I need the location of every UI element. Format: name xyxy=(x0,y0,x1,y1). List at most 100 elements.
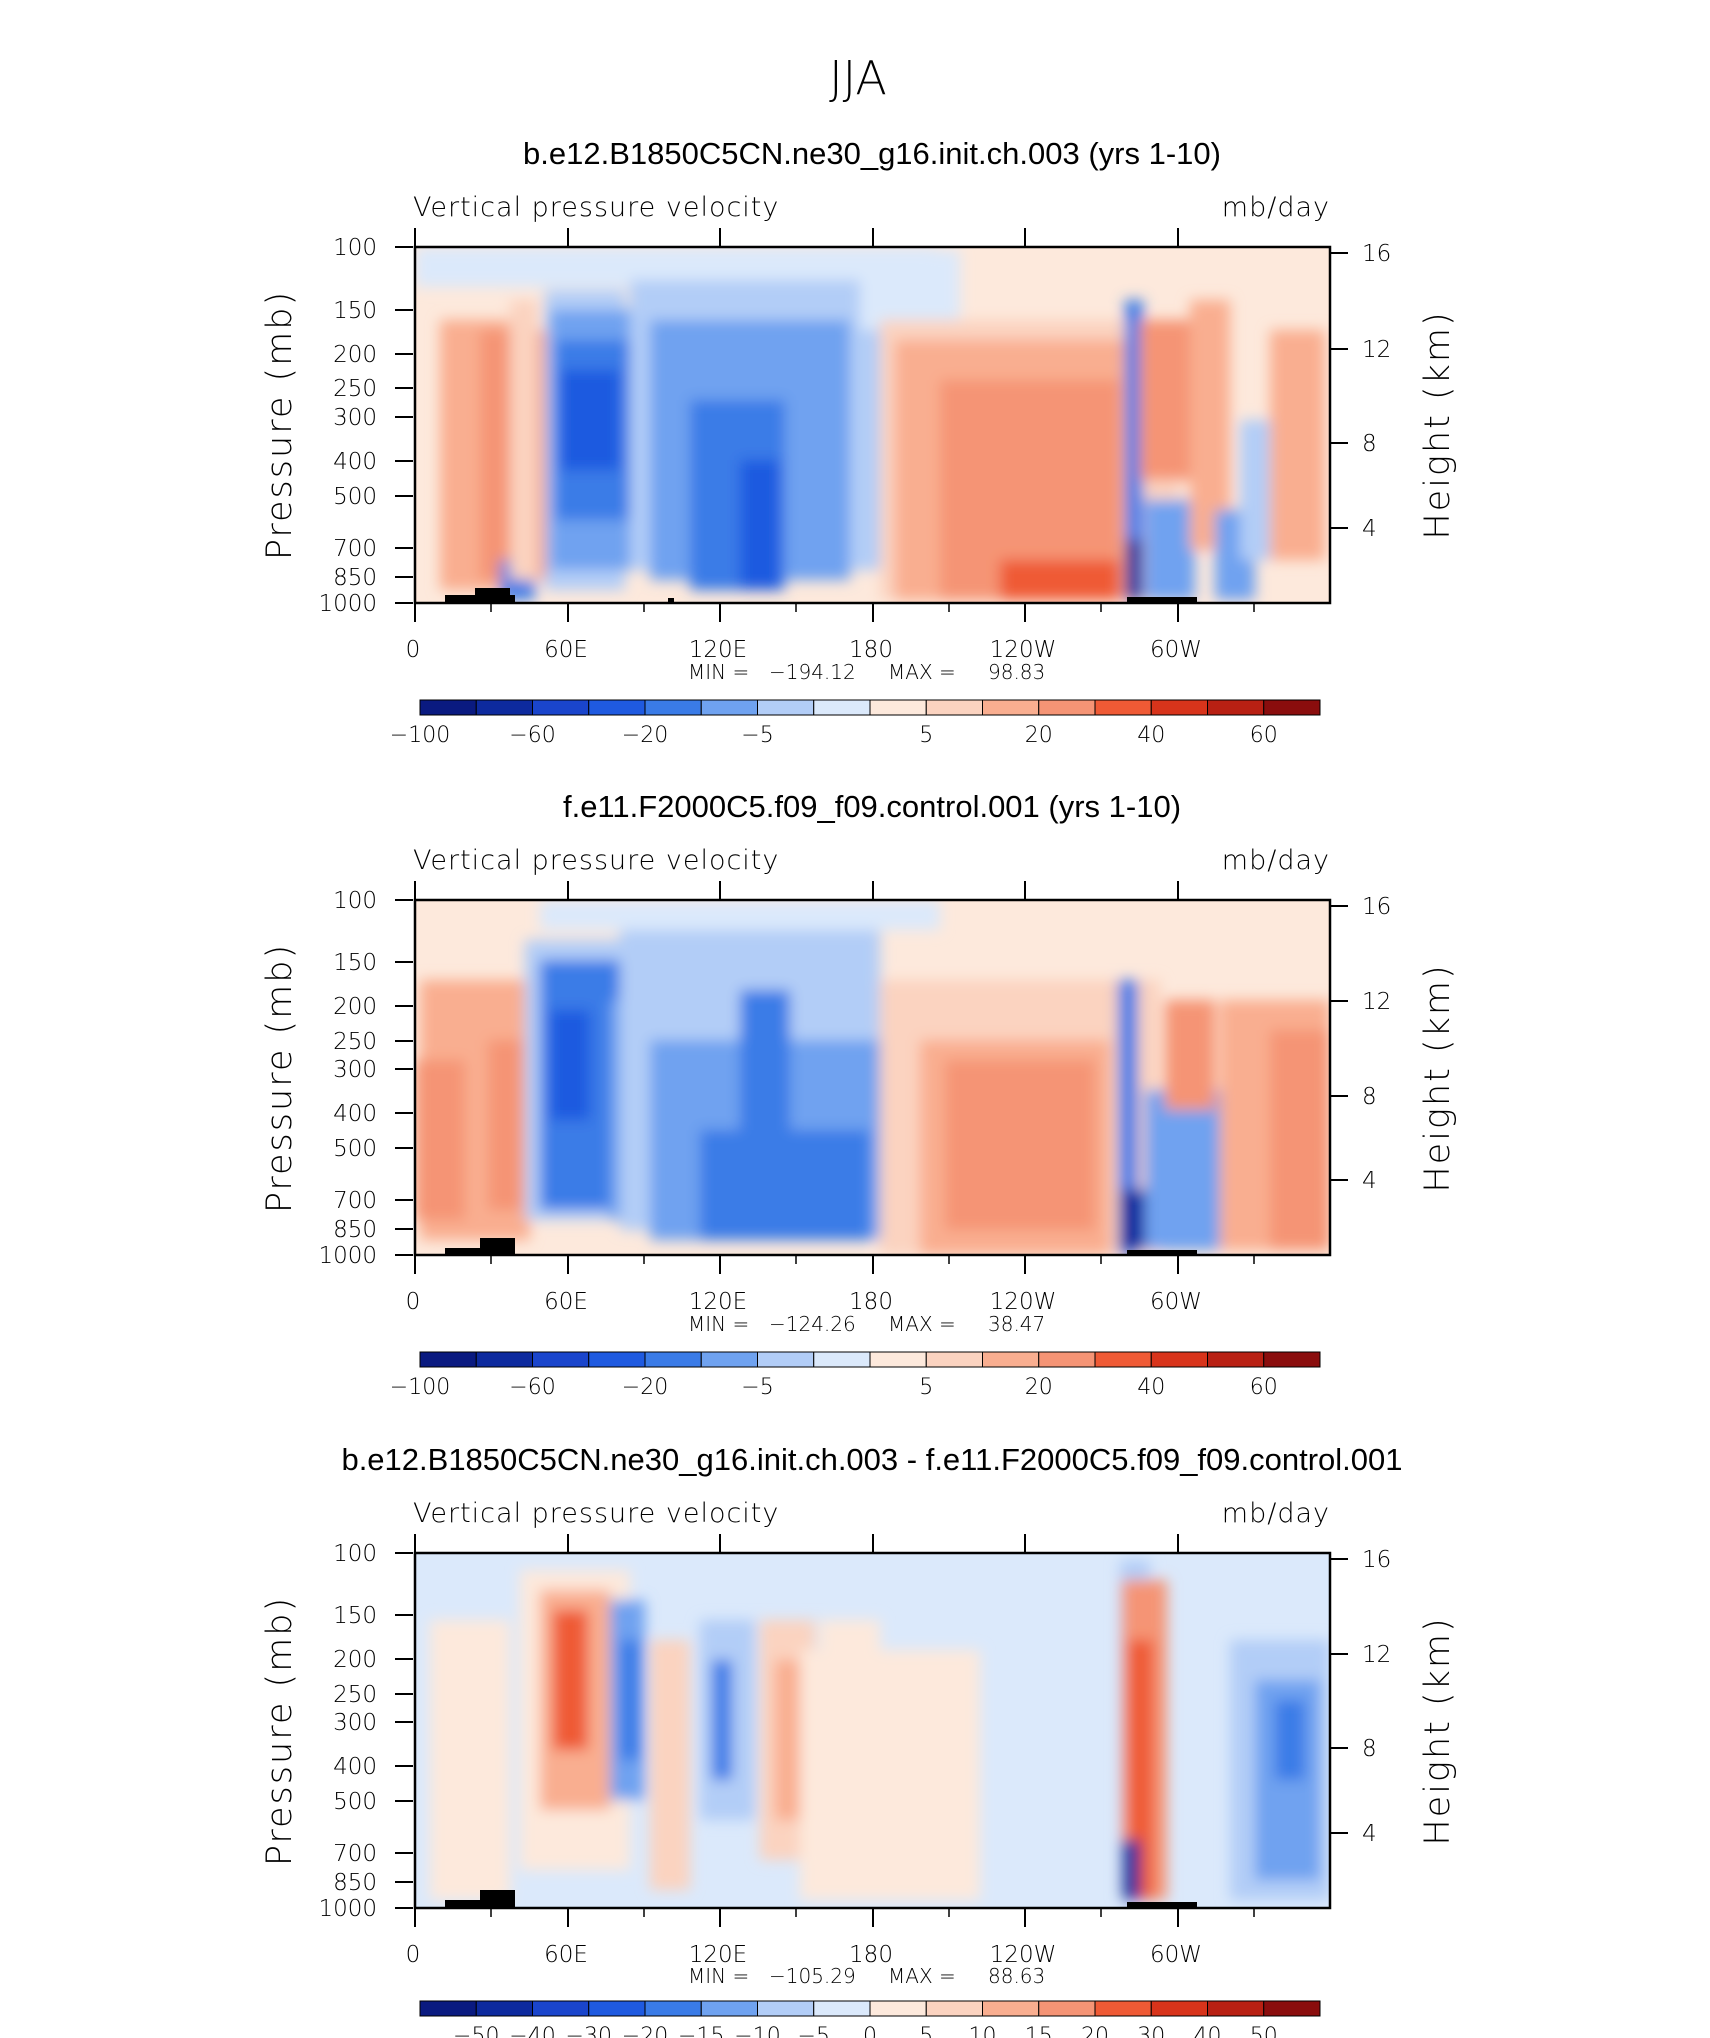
colorbar-box xyxy=(1207,2000,1265,2017)
colorbar-box xyxy=(419,699,477,716)
panel-2-height-ticks: 16 12 8 4 xyxy=(1330,894,1391,1194)
colorbar-label: 5 xyxy=(919,1375,933,1400)
y-tick-label: 700 xyxy=(333,1188,377,1214)
colorbar-label: 60 xyxy=(1250,1375,1278,1400)
y-tick-label: 150 xyxy=(333,950,377,976)
colorbar-box xyxy=(1263,2000,1321,2017)
x-tick-label: 60W xyxy=(1150,637,1202,663)
panel-1-max-label: MAX = xyxy=(888,660,956,684)
colorbar-box xyxy=(1263,1351,1321,1368)
panel-1-y2-axis-label: Height (km) xyxy=(1418,310,1458,539)
colorbar-label: 10 xyxy=(969,2024,997,2038)
x-tick-label: 180 xyxy=(849,1942,893,1968)
x-tick-label: 0 xyxy=(406,637,421,663)
x-tick-label: 120E xyxy=(689,1942,747,1968)
y-tick-label: 850 xyxy=(333,1217,377,1243)
x-tick-label: 60W xyxy=(1150,1942,1202,1968)
height-tick-label: 4 xyxy=(1362,516,1377,542)
panel-2-variable: Vertical pressure velocity xyxy=(413,845,779,876)
colorbar-box xyxy=(1094,2000,1152,2017)
colorbar-box xyxy=(700,2000,758,2017)
colorbar-box xyxy=(1094,1351,1152,1368)
height-tick-label: 16 xyxy=(1362,894,1391,920)
colorbar-label: −60 xyxy=(509,1375,555,1400)
y-tick-label: 1000 xyxy=(318,1896,377,1922)
figure-title: JJA xyxy=(829,51,887,105)
colorbar-box xyxy=(588,2000,646,2017)
panel-2-field xyxy=(415,900,1330,1255)
y-tick-label: 150 xyxy=(333,1603,377,1629)
y-tick-label: 850 xyxy=(333,1870,377,1896)
colorbar-label: −20 xyxy=(622,723,668,748)
panel-1-y-axis-label: Pressure (mb) xyxy=(260,290,300,560)
panel-2-min-value: −124.26 xyxy=(769,1312,856,1336)
colorbar-box xyxy=(925,699,983,716)
y-tick-label: 700 xyxy=(333,536,377,562)
panel-3-x-ticks: 0 60E 120E 180 120W 60W xyxy=(406,1534,1255,1968)
panel-3-title: b.e12.B1850C5CN.ne30_g16.init.ch.003 - f… xyxy=(341,1442,1402,1477)
panel-1-min-value: −194.12 xyxy=(769,660,856,684)
height-tick-label: 8 xyxy=(1362,1084,1377,1110)
colorbar-label: −20 xyxy=(622,2024,668,2038)
panel-2-y-axis-label: Pressure (mb) xyxy=(260,943,300,1213)
x-tick-label: 120W xyxy=(990,637,1057,663)
colorbar-label: −50 xyxy=(453,2024,499,2038)
height-tick-label: 8 xyxy=(1362,1736,1377,1762)
y-tick-label: 200 xyxy=(333,1647,377,1673)
colorbar-label: −100 xyxy=(390,723,450,748)
colorbar-label: 30 xyxy=(1137,2024,1165,2038)
colorbar-box xyxy=(925,2000,983,2017)
colorbar-box xyxy=(588,699,646,716)
colorbar-box xyxy=(869,699,927,716)
panel-3-min-label: MIN = xyxy=(688,1964,749,1988)
y-tick-label: 850 xyxy=(333,565,377,591)
panel-1-units: mb/day xyxy=(1222,192,1330,223)
colorbar-box xyxy=(700,699,758,716)
height-tick-label: 8 xyxy=(1362,431,1377,457)
panel-2-max-value: 38.47 xyxy=(988,1312,1045,1336)
panel-1-title: b.e12.B1850C5CN.ne30_g16.init.ch.003 (yr… xyxy=(523,136,1221,171)
colorbar-box xyxy=(813,699,871,716)
x-tick-label: 0 xyxy=(406,1942,421,1968)
y-tick-label: 1000 xyxy=(318,1243,377,1269)
colorbar-label: 60 xyxy=(1250,723,1278,748)
colorbar-label: 20 xyxy=(1025,1375,1053,1400)
colorbar-box xyxy=(475,1351,533,1368)
colorbar-box xyxy=(1150,699,1208,716)
height-tick-label: 4 xyxy=(1362,1821,1377,1847)
colorbar-box xyxy=(1038,699,1096,716)
panel-2-colorbar: −100 −60 −20 −5 5 20 40 60 xyxy=(390,1351,1321,1400)
y-tick-label: 250 xyxy=(333,1029,377,1055)
y-tick-label: 250 xyxy=(333,1682,377,1708)
y-tick-label: 100 xyxy=(333,1541,377,1567)
panel-2-min-label: MIN = xyxy=(688,1312,749,1336)
colorbar-box xyxy=(532,1351,590,1368)
x-tick-label: 0 xyxy=(406,1289,421,1315)
colorbar-label: 15 xyxy=(1025,2024,1053,2038)
height-tick-label: 16 xyxy=(1362,241,1391,267)
colorbar-box xyxy=(813,1351,871,1368)
y-tick-label: 500 xyxy=(333,484,377,510)
height-tick-label: 12 xyxy=(1362,989,1391,1015)
y-tick-label: 150 xyxy=(333,298,377,324)
colorbar-box xyxy=(1207,699,1265,716)
colorbar-label: 5 xyxy=(919,723,933,748)
colorbar-label: 5 xyxy=(919,2024,933,2038)
colorbar-label: 20 xyxy=(1025,723,1053,748)
colorbar-box xyxy=(757,699,815,716)
panel-1-height-ticks: 16 12 8 4 xyxy=(1330,241,1391,542)
x-tick-label: 120W xyxy=(990,1942,1057,1968)
panel-3: b.e12.B1850C5CN.ne30_g16.init.ch.003 - f… xyxy=(260,1442,1458,2038)
colorbar-label: 40 xyxy=(1194,2024,1222,2038)
colorbar-label: −100 xyxy=(390,1375,450,1400)
colorbar-box xyxy=(869,1351,927,1368)
colorbar-box xyxy=(869,2000,927,2017)
colorbar-box xyxy=(475,2000,533,2017)
panel-3-y2-axis-label: Height (km) xyxy=(1418,1616,1458,1845)
x-tick-label: 60E xyxy=(544,1942,588,1968)
colorbar-box xyxy=(925,1351,983,1368)
colorbar-label: 40 xyxy=(1137,1375,1165,1400)
y-tick-label: 250 xyxy=(333,376,377,402)
panel-3-variable: Vertical pressure velocity xyxy=(413,1498,779,1529)
